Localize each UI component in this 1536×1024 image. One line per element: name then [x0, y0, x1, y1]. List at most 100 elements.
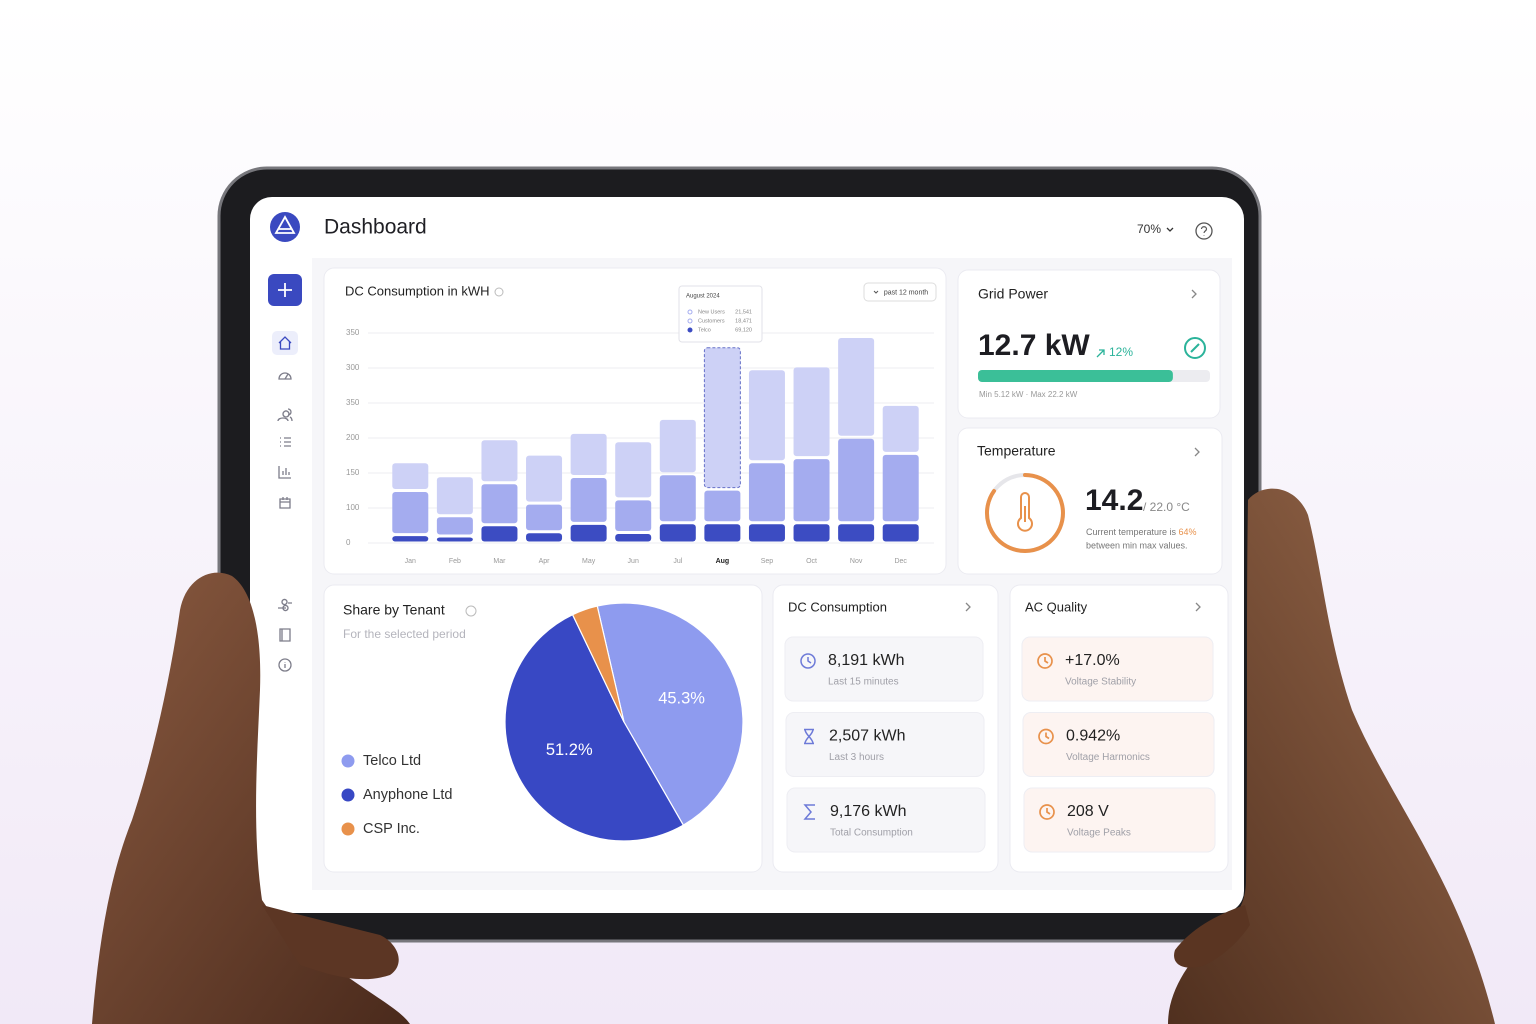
- metric-label: Last 15 minutes: [828, 677, 899, 688]
- right-fingers: [1174, 905, 1250, 968]
- y-tick-label: 100: [346, 503, 360, 512]
- bar-segment: [704, 490, 741, 522]
- bar-segment: [526, 504, 563, 531]
- metric-label: Voltage Peaks: [1067, 828, 1131, 839]
- card-chevron[interactable]: [1195, 602, 1201, 612]
- metric-value: 208 V: [1067, 803, 1109, 820]
- zoom-select[interactable]: 70%: [1137, 222, 1161, 236]
- bar-segment: [838, 338, 875, 436]
- help-button[interactable]: [1195, 222, 1213, 240]
- x-tick-label: Jul: [673, 558, 682, 565]
- kpi-change: 12%: [1109, 345, 1133, 359]
- nav-icon[interactable]: [278, 336, 292, 350]
- metric-box: [1022, 712, 1215, 777]
- metric-box: [785, 712, 985, 777]
- legend-label: Telco Ltd: [363, 753, 421, 769]
- bar-segment: [392, 536, 429, 542]
- x-tick-label: Sep: [761, 558, 774, 565]
- zoom-chevron: [1166, 227, 1174, 232]
- legend-label: Anyphone Ltd: [363, 787, 453, 803]
- info-icon: [494, 287, 504, 297]
- chart-title: Share by Tenant: [343, 602, 445, 618]
- bar-segment: [659, 419, 696, 473]
- bar-segment: [748, 463, 785, 522]
- filter-button[interactable]: [863, 282, 937, 302]
- bar-segment: [615, 500, 652, 531]
- bar-segment: [704, 524, 741, 542]
- metric-icon: [804, 728, 814, 745]
- metric-value: +17.0%: [1065, 652, 1120, 669]
- pie-slice: [571, 605, 625, 723]
- bar-segment: [570, 524, 607, 542]
- nav-icon[interactable]: [280, 437, 291, 447]
- metric-icon: [803, 804, 815, 820]
- x-tick-label: Oct: [806, 558, 817, 565]
- tooltip-value: 69,120: [735, 327, 752, 333]
- trend-arrow: [1096, 349, 1105, 358]
- metric-box: [1021, 636, 1214, 702]
- card-chevron[interactable]: [1194, 447, 1200, 457]
- tooltip-dot: [687, 327, 693, 333]
- metric-label: Voltage Harmonics: [1066, 752, 1150, 763]
- card-chevron[interactable]: [1191, 289, 1197, 299]
- metric-value: 2,507 kWh: [829, 728, 905, 745]
- y-tick-label: 350: [346, 398, 360, 407]
- right-hand: [1168, 488, 1495, 1024]
- metric-label: Last 3 hours: [829, 752, 884, 763]
- info-icon: [465, 605, 477, 617]
- bar-segment: [615, 534, 652, 542]
- x-tick-label: Aug: [716, 558, 730, 565]
- metric-icon: [1038, 728, 1054, 745]
- progress-fill: [978, 370, 1173, 382]
- x-tick-label: Apr: [539, 558, 551, 565]
- temperature-note: Current temperature is 64%: [1086, 527, 1197, 537]
- nav-icon[interactable]: [278, 598, 292, 612]
- x-tick-label: Dec: [894, 558, 907, 565]
- bar-segment: [793, 367, 830, 457]
- metric-label: Voltage Stability: [1065, 677, 1136, 688]
- bar-segment: [748, 370, 785, 461]
- bar-segment: [570, 478, 607, 522]
- nav-icon[interactable]: [277, 408, 293, 422]
- metric-value: 8,191 kWh: [828, 652, 904, 669]
- card-title: Temperature: [977, 443, 1056, 459]
- card-title: DC Consumption: [788, 599, 887, 614]
- y-tick-label: 350: [346, 328, 360, 337]
- x-tick-label: May: [582, 558, 596, 565]
- nav-icon[interactable]: [279, 628, 291, 642]
- metric-icon: [1037, 653, 1053, 669]
- legend-swatch: [341, 788, 355, 802]
- nav-icon[interactable]: [278, 372, 292, 380]
- bar-segment: [703, 347, 741, 489]
- bar-segment: [882, 454, 919, 522]
- nav-icon[interactable]: [278, 466, 291, 479]
- nav-icon[interactable]: [278, 658, 292, 672]
- filter-chevron: [873, 290, 879, 294]
- y-tick-label: 150: [346, 468, 360, 477]
- metric-value: 9,176 kWh: [830, 803, 906, 820]
- tooltip-name: New Users: [698, 309, 725, 315]
- bar-segment: [793, 459, 830, 522]
- bar-segment: [481, 440, 518, 482]
- x-tick-label: Mar: [493, 558, 506, 565]
- card-chevron[interactable]: [965, 602, 971, 612]
- bar-segment: [570, 433, 607, 475]
- metric-box: [1023, 787, 1216, 853]
- bar-segment: [659, 524, 696, 542]
- range-label: Min 5.12 kW · Max 22.2 kW: [979, 390, 1078, 399]
- card: [323, 267, 947, 575]
- gauge-needle: [1190, 343, 1200, 353]
- metric-box: [784, 636, 984, 702]
- metric-value: 0.942%: [1066, 728, 1120, 745]
- legend-swatch: [341, 822, 355, 836]
- tooltip-value: 18,471: [735, 318, 752, 324]
- nav-icon[interactable]: [279, 497, 291, 509]
- gauge-ring: [985, 473, 1065, 553]
- tooltip-title: August 2024: [686, 294, 720, 300]
- card: [957, 427, 1223, 575]
- tooltip-value: 21,541: [735, 309, 752, 315]
- x-tick-label: Nov: [850, 558, 863, 565]
- logo-mark: [274, 215, 296, 234]
